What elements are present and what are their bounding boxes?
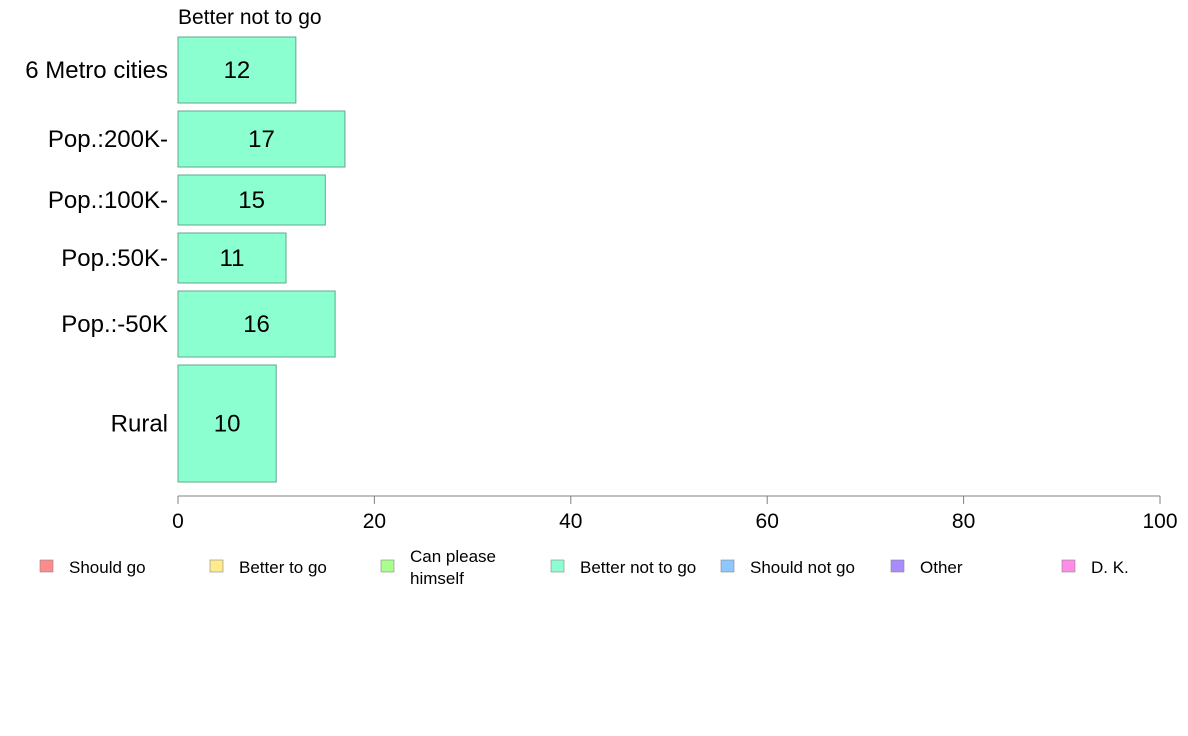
- legend-swatch: [550, 559, 565, 573]
- category-label: 6 Metro cities: [25, 57, 168, 84]
- legend-swatch: [1061, 559, 1076, 573]
- chart-title: Better not to go: [178, 6, 322, 29]
- x-axis: 0 20 40 60 80 100: [172, 495, 1178, 533]
- x-tick-label: 0: [172, 510, 184, 533]
- x-tick-label: 40: [559, 510, 582, 533]
- legend-swatch: [380, 559, 395, 573]
- category-labels: 6 Metro cities Pop.:200K- Pop.:100K- Pop.:5…: [25, 57, 168, 438]
- category-label: Rural: [111, 411, 168, 438]
- legend: Should go Better to go Can please himself Be…: [39, 547, 1129, 588]
- x-tick-label: 80: [952, 510, 975, 533]
- bar: [177, 232, 287, 284]
- legend-swatch: [209, 559, 224, 573]
- legend-label: Better not to go: [580, 558, 696, 577]
- bar: [177, 174, 326, 226]
- legend-swatch: [720, 559, 735, 573]
- bar: [177, 290, 336, 358]
- category-label: Pop.:50K-: [61, 245, 168, 272]
- x-tick-label: 60: [756, 510, 779, 533]
- bar-value-label: 15: [238, 187, 265, 214]
- legend-label: Other: [920, 558, 963, 577]
- bar-value-label: 12: [224, 57, 251, 84]
- legend-swatch: [890, 559, 905, 573]
- legend-label: Should go: [69, 558, 146, 577]
- category-label: Pop.:200K-: [48, 126, 168, 153]
- bar-value-label: 16: [243, 311, 270, 338]
- bar-value-label: 17: [248, 126, 275, 153]
- bar: [177, 110, 346, 168]
- bar-value-label: 11: [220, 245, 245, 272]
- legend-label: D. K.: [1091, 558, 1129, 577]
- category-label: Pop.:-50K: [61, 311, 168, 338]
- bar-value-label: 10: [214, 411, 241, 438]
- legend-label: Can please himself: [410, 547, 496, 588]
- legend-swatch: [39, 559, 54, 573]
- legend-label: Better to go: [239, 558, 327, 577]
- x-tick-label: 100: [1142, 510, 1177, 533]
- x-tick-label: 20: [363, 510, 386, 533]
- bar: [177, 364, 277, 483]
- category-label: Pop.:100K-: [48, 187, 168, 214]
- bar: [177, 36, 297, 104]
- legend-label: Should not go: [750, 558, 855, 577]
- bars-group: 12 17 15 11 16 10: [177, 36, 346, 483]
